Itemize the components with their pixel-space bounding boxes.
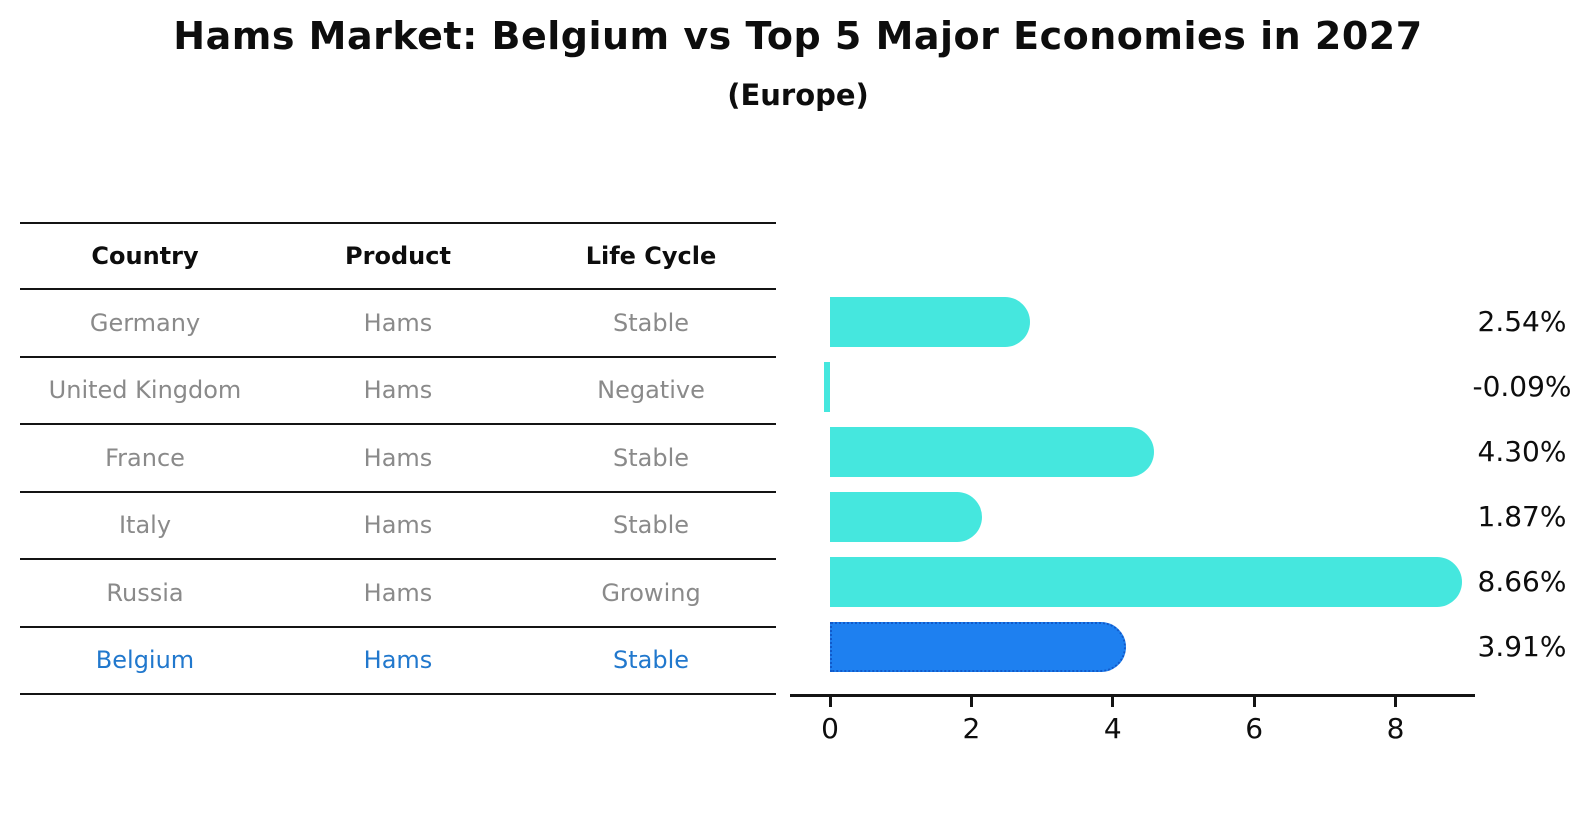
- bar-germany: [830, 297, 1030, 347]
- value-label-russia: 8.66%: [1477, 565, 1567, 598]
- table-row-belgium-cell-2: Hams: [363, 646, 433, 675]
- bar-france: [830, 427, 1154, 477]
- table-row-italy: Italy Hams Stable: [20, 490, 776, 559]
- table-row-france: France Hams Stable: [20, 423, 776, 491]
- table-row-germany-cell-2: Hams: [363, 308, 433, 337]
- table-row-france-cell-2: Hams: [363, 443, 433, 472]
- table-row-united-kingdom-cell-1: United Kingdom: [48, 376, 242, 405]
- table-row-united-kingdom-cell-3: Negative: [597, 376, 705, 405]
- x-axis-tick-label-8: 8: [1386, 712, 1405, 745]
- table-row-italy-cell-1: Italy: [118, 511, 172, 540]
- x-axis-line: [790, 694, 1475, 697]
- bar-italy: [830, 492, 983, 542]
- x-axis-tick-0: [828, 697, 832, 707]
- table-header-row-cell-2: Product: [345, 242, 451, 270]
- x-axis-tick-4: [1111, 697, 1115, 707]
- table-row-united-kingdom: United Kingdom Hams Negative: [20, 355, 776, 424]
- table-row-russia-cell-2: Hams: [363, 578, 433, 607]
- table-row-united-kingdom-cell-2: Hams: [363, 376, 433, 405]
- value-label-italy: 1.87%: [1477, 500, 1567, 533]
- x-axis-tick-8: [1394, 697, 1398, 707]
- x-axis-tick-label-2: 2: [962, 712, 981, 745]
- table-row-germany-cell-3: Stable: [612, 308, 690, 337]
- table-row-italy-cell-3: Stable: [612, 511, 690, 540]
- table-header-row: Country Product Life Cycle: [20, 222, 776, 288]
- table-row-russia-cell-3: Growing: [601, 578, 701, 607]
- x-axis-tick-label-6: 6: [1245, 712, 1264, 745]
- x-axis-tick-label-4: 4: [1103, 712, 1122, 745]
- chart-title: Hams Market: Belgium vs Top 5 Major Econ…: [173, 14, 1423, 58]
- bar-united-kingdom: [823, 362, 830, 412]
- table-header-row-cell-3: Life Cycle: [585, 242, 717, 270]
- value-label-germany: 2.54%: [1477, 305, 1567, 338]
- table-row-belgium: Belgium Hams Stable: [20, 625, 776, 694]
- table-row-germany: Germany Hams Stable: [20, 288, 776, 356]
- chart-subtitle: (Europe): [727, 78, 869, 112]
- country-info-table: Country Product Life Cycle Germany Hams Stabl…: [20, 222, 776, 695]
- table-row-russia-cell-1: Russia: [106, 578, 184, 607]
- x-axis-tick-label-0: 0: [821, 712, 839, 745]
- value-label-belgium: 3.91%: [1477, 630, 1567, 663]
- table-header-row-cell-1: Country: [91, 242, 199, 270]
- bar-belgium: [830, 622, 1127, 672]
- table-row-france-cell-3: Stable: [612, 443, 690, 472]
- value-label-france: 4.30%: [1477, 435, 1567, 468]
- x-axis-tick-2: [969, 697, 973, 707]
- table-row-russia: Russia Hams Growing: [20, 558, 776, 626]
- table-row-belgium-cell-3: Stable: [612, 646, 690, 675]
- table-row-france-cell-1: France: [105, 443, 185, 472]
- table-row-italy-cell-2: Hams: [363, 511, 433, 540]
- bar-russia: [830, 557, 1463, 607]
- table-row-germany-cell-1: Germany: [89, 308, 201, 337]
- x-axis-tick-6: [1252, 697, 1256, 707]
- value-label-united-kingdom: -0.09%: [1472, 370, 1572, 403]
- table-row-belgium-cell-1: Belgium: [95, 646, 195, 675]
